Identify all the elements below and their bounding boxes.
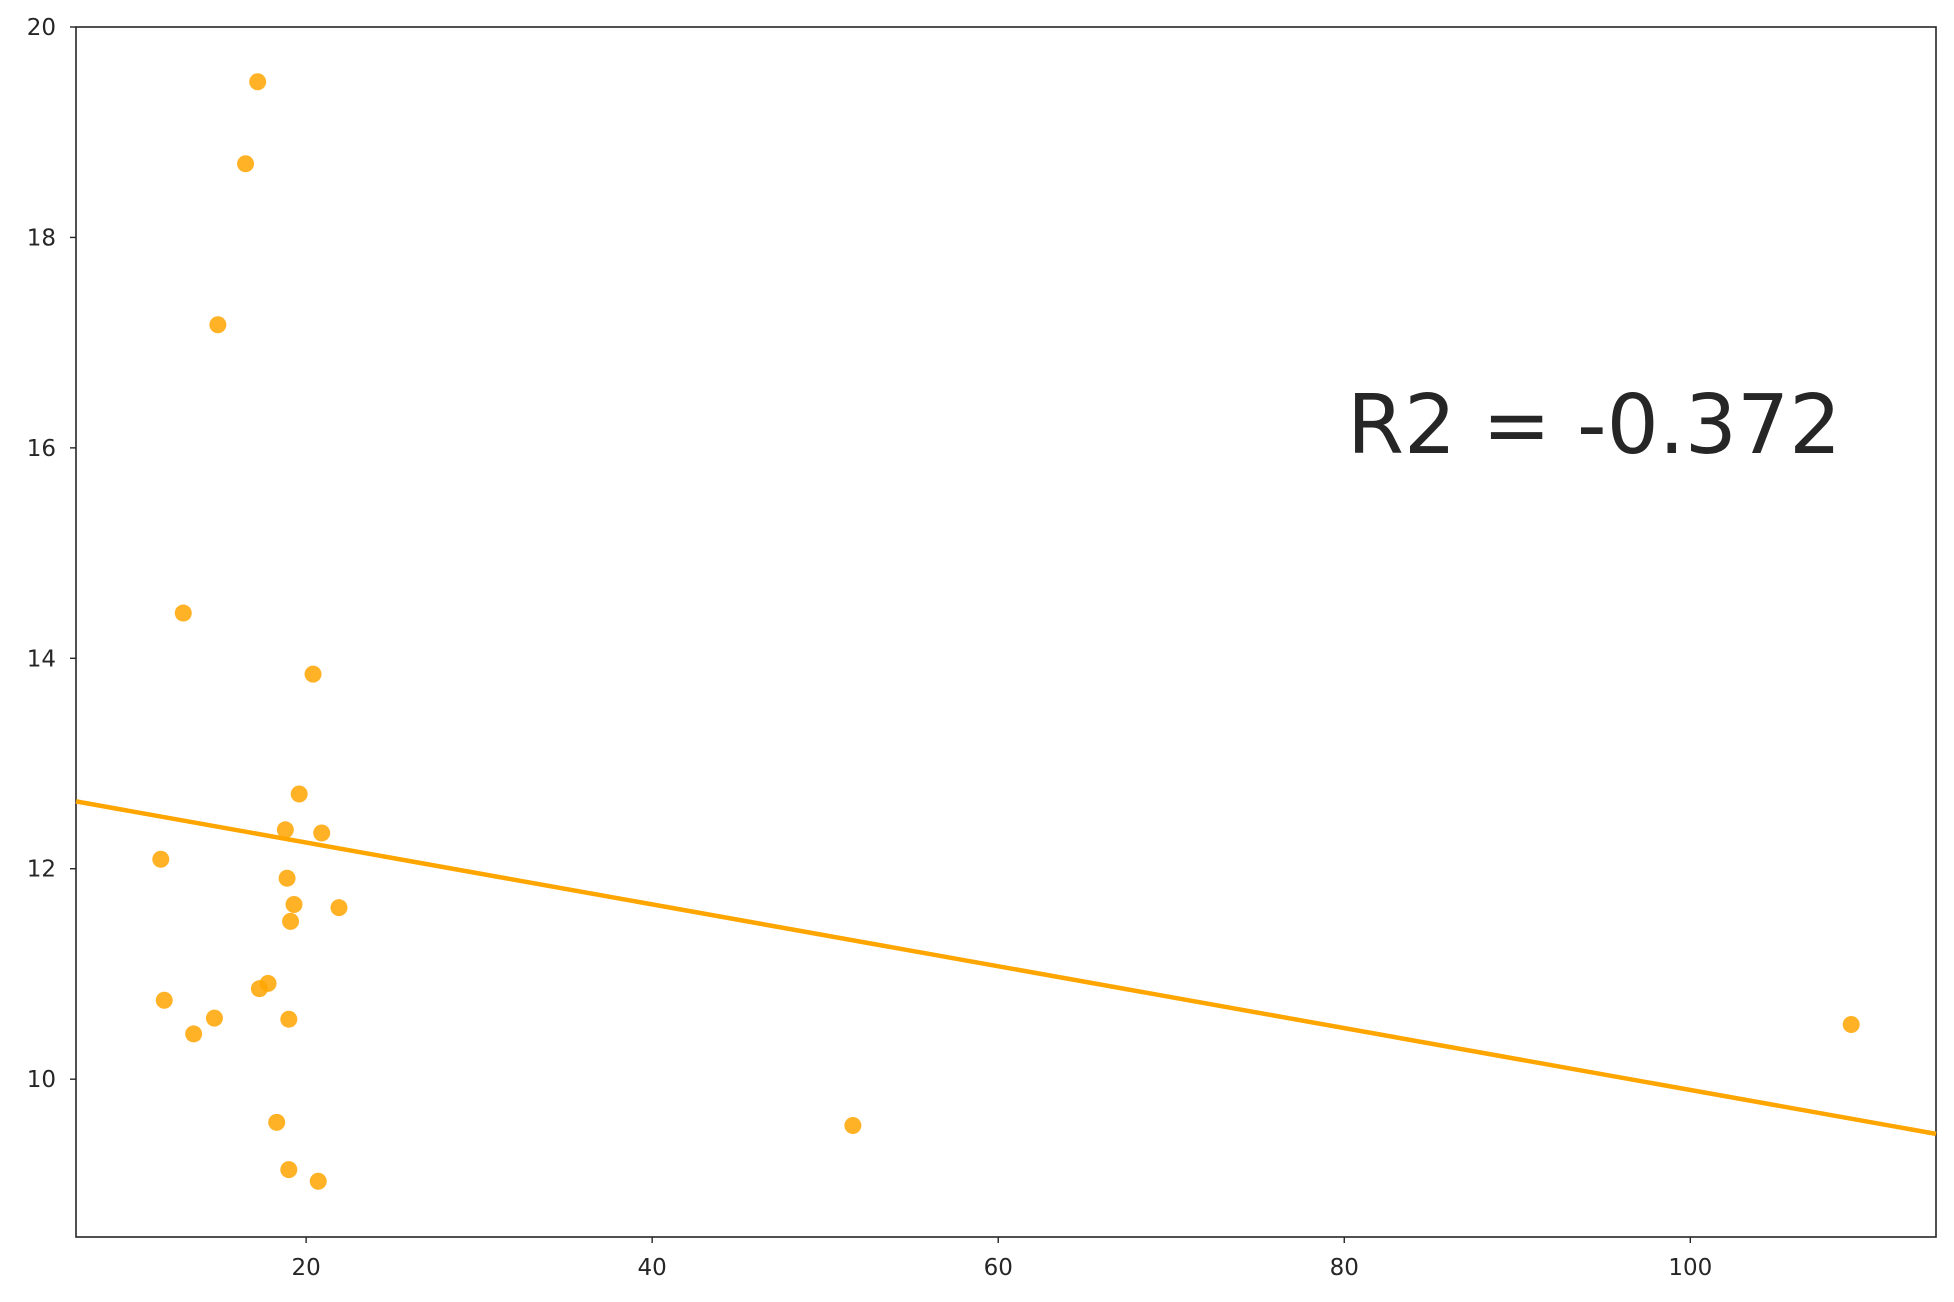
regression-line	[75, 799, 1937, 1137]
scatter-point	[330, 899, 348, 917]
y-tick-label: 12	[27, 857, 56, 883]
y-tick-label: 20	[27, 15, 56, 41]
scatter-point	[152, 850, 170, 868]
scatter-point	[304, 665, 322, 683]
x-tick-label: 80	[1330, 1255, 1359, 1281]
y-tick-label: 14	[27, 646, 56, 672]
scatter-point	[237, 155, 255, 173]
scatter-point	[249, 73, 267, 91]
scatter-point	[1842, 1015, 1860, 1033]
scatter-point	[268, 1113, 286, 1131]
scatter-point	[209, 316, 227, 334]
scatter-point	[205, 1009, 223, 1027]
scatter-point	[278, 869, 296, 887]
r2-annotation: R2 = -0.372	[1347, 378, 1841, 473]
scatter-point	[282, 912, 300, 930]
x-tick-label: 100	[1668, 1255, 1712, 1281]
scatter-point	[185, 1025, 203, 1043]
scatter-point	[155, 991, 173, 1009]
y-tick-label: 18	[27, 225, 56, 251]
plot-area	[75, 26, 1937, 1238]
scatter-point	[280, 1010, 298, 1028]
scatter-point	[290, 785, 308, 803]
scatter-points	[152, 73, 1860, 1190]
scatter-point	[285, 896, 303, 914]
y-tick-label: 10	[27, 1067, 56, 1093]
scatter-point	[313, 824, 331, 842]
scatter-point	[174, 604, 192, 622]
scatter-point	[844, 1116, 862, 1134]
scatter-point	[309, 1172, 327, 1190]
scatter-point	[280, 1161, 298, 1179]
x-tick-label: 60	[984, 1255, 1013, 1281]
regression-line-group	[75, 799, 1937, 1137]
y-tick-label: 16	[27, 436, 56, 462]
x-tick-label: 20	[291, 1255, 320, 1281]
scatter-point	[276, 821, 294, 839]
y-axis-ticks: 10 12 14 16 18 20	[27, 15, 76, 1093]
scatter-point	[250, 980, 268, 998]
x-axis-ticks: 20 40 60 80 100	[291, 1237, 1712, 1281]
x-tick-label: 40	[638, 1255, 667, 1281]
